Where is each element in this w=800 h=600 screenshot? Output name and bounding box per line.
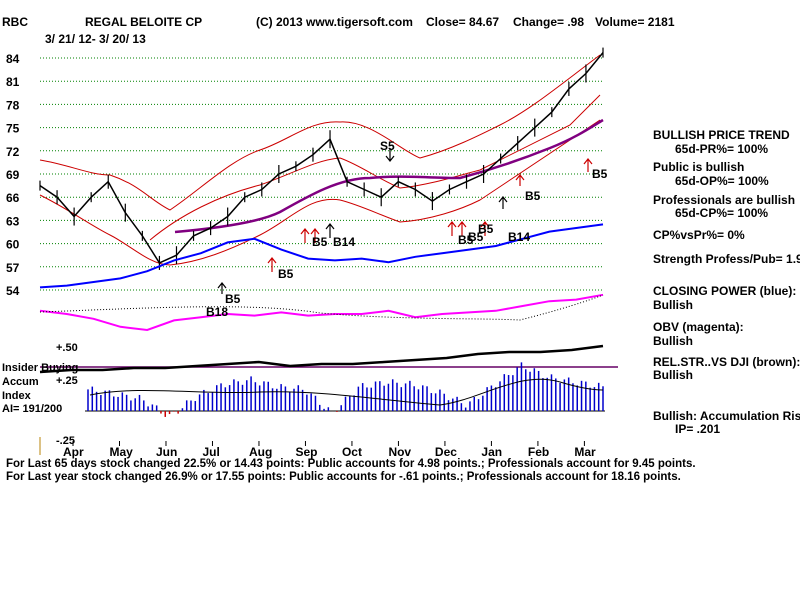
month-label: Jul [202, 445, 219, 459]
signal-label: S5 [380, 139, 395, 153]
obv-series [39, 293, 604, 332]
signal-label: B5 [468, 230, 484, 244]
cp-vs-pr: CP%vsPr%= 0% [653, 228, 745, 242]
arrow-b14-b [498, 196, 508, 209]
close-value: Close= 84.67 [426, 15, 500, 29]
arrow-b5-a [300, 228, 310, 243]
month-label: Dec [435, 445, 457, 459]
iai-ma [89, 378, 604, 406]
inner-band [149, 94, 601, 241]
public-bullish: Public is bullish [653, 160, 745, 174]
footer-65day: For Last 65 days stock changed 22.5% or … [6, 458, 696, 470]
month-axis: Apr May Jun Jul Aug Sep Oct Nov Dec Jan Feb Mar [63, 441, 596, 459]
month-label: Mar [574, 445, 596, 459]
obv-status: Bullish [653, 334, 694, 348]
arrow-b5-d [447, 221, 457, 236]
month-label: Feb [528, 445, 549, 459]
month-label: Nov [388, 445, 411, 459]
price-tick-label: 66 [6, 191, 20, 205]
obv-trend [39, 294, 604, 321]
upper-band [39, 54, 601, 211]
op-value: 65d-OP%= 100% [675, 174, 769, 188]
signal-label: B5 [525, 189, 541, 203]
arrow-s5 [385, 148, 395, 162]
signal-arrows-black [217, 148, 508, 294]
price-tick-label: 75 [6, 122, 20, 136]
iai-tick: -.25 [56, 435, 75, 447]
arrow-b5-b [310, 228, 320, 243]
accum-label: Accum [2, 376, 39, 388]
lower-band [39, 119, 601, 266]
strength-ratio: Strength Profess/Pub= 1.9 [653, 252, 800, 266]
signal-label: B5 [458, 233, 474, 247]
index-label: Index [2, 390, 31, 402]
closing-power-label: CLOSING POWER (blue): [653, 284, 797, 298]
price-gridlines [40, 57, 603, 291]
pros-bullish: Professionals are bullish [653, 193, 796, 207]
signal-label: B5 [312, 235, 328, 249]
signal-label: B5 [478, 222, 494, 236]
price-tick-label: 57 [6, 261, 20, 275]
signal-label: B14 [508, 230, 530, 244]
accum-status: Bullish: Accumulation Rising [653, 409, 800, 423]
arrow-b18 [217, 282, 227, 294]
month-label: Sep [295, 445, 317, 459]
date-range: 3/ 21/ 12- 3/ 20/ 13 [45, 32, 146, 46]
ip-value: IP= .201 [675, 422, 721, 436]
signal-label: B5 [225, 292, 241, 306]
relative-strength-series [39, 344, 604, 374]
arrow-b5-h [583, 158, 593, 172]
company-name: REGAL BELOITE CP [85, 15, 203, 29]
bullish-trend: BULLISH PRICE TREND [653, 128, 790, 142]
iai-tick: +.25 [56, 375, 78, 387]
footer-year: For Last year stock changed 26.9% or 17.… [6, 471, 681, 483]
price-tick-label: 81 [6, 75, 20, 89]
accumulation-bars [87, 362, 604, 417]
price-tick-label: 69 [6, 168, 20, 182]
month-label: Jun [156, 445, 177, 459]
insider-label: Insider Buying [2, 362, 79, 374]
signal-label: B5 [278, 267, 294, 281]
moving-average [174, 118, 604, 234]
change-value: Change= .98 [513, 15, 585, 29]
price-tick-label: 72 [6, 145, 20, 159]
closing-power-series [39, 223, 604, 289]
volume-value: Volume= 2181 [595, 15, 675, 29]
price-tick-label: 63 [6, 214, 20, 228]
price-bars [39, 47, 604, 270]
arrow-b5-g [515, 174, 525, 186]
ai-label: AI= 191/200 [2, 403, 63, 415]
price-axis-ticks: 84 81 78 75 72 69 66 63 60 57 54 [6, 52, 20, 298]
closing-power-status: Bullish [653, 298, 694, 312]
signal-label: B14 [333, 235, 355, 249]
price-tick-label: 60 [6, 238, 20, 252]
iai-tick: +.50 [56, 342, 78, 354]
month-label: Apr [63, 445, 84, 459]
price-tick-label: 84 [6, 52, 20, 66]
pr-value: 65d-PR%= 100% [675, 142, 769, 156]
cp-value: 65d-CP%= 100% [675, 206, 769, 220]
ticker: RBC [2, 15, 28, 29]
month-label: Oct [342, 445, 362, 459]
relstr-label: REL.STR..VS DJI (brown): [653, 355, 800, 369]
arrow-b5-f [480, 221, 490, 236]
signal-label: B18 [206, 305, 228, 319]
arrow-b14-a [325, 223, 335, 238]
month-label: Aug [249, 445, 272, 459]
month-label: Jan [481, 445, 502, 459]
signal-arrows [267, 158, 593, 272]
copyright: (C) 2013 www.tigersoft.com [256, 15, 413, 29]
obv-label: OBV (magenta): [653, 320, 744, 334]
arrow-b5-e [457, 221, 467, 236]
arrow-b5-c [267, 257, 277, 272]
month-label: May [109, 445, 133, 459]
price-series [39, 52, 604, 264]
price-tick-label: 78 [6, 98, 20, 112]
signal-label: B5 [592, 167, 608, 181]
relstr-status: Bullish [653, 368, 694, 382]
price-tick-label: 54 [6, 284, 20, 298]
